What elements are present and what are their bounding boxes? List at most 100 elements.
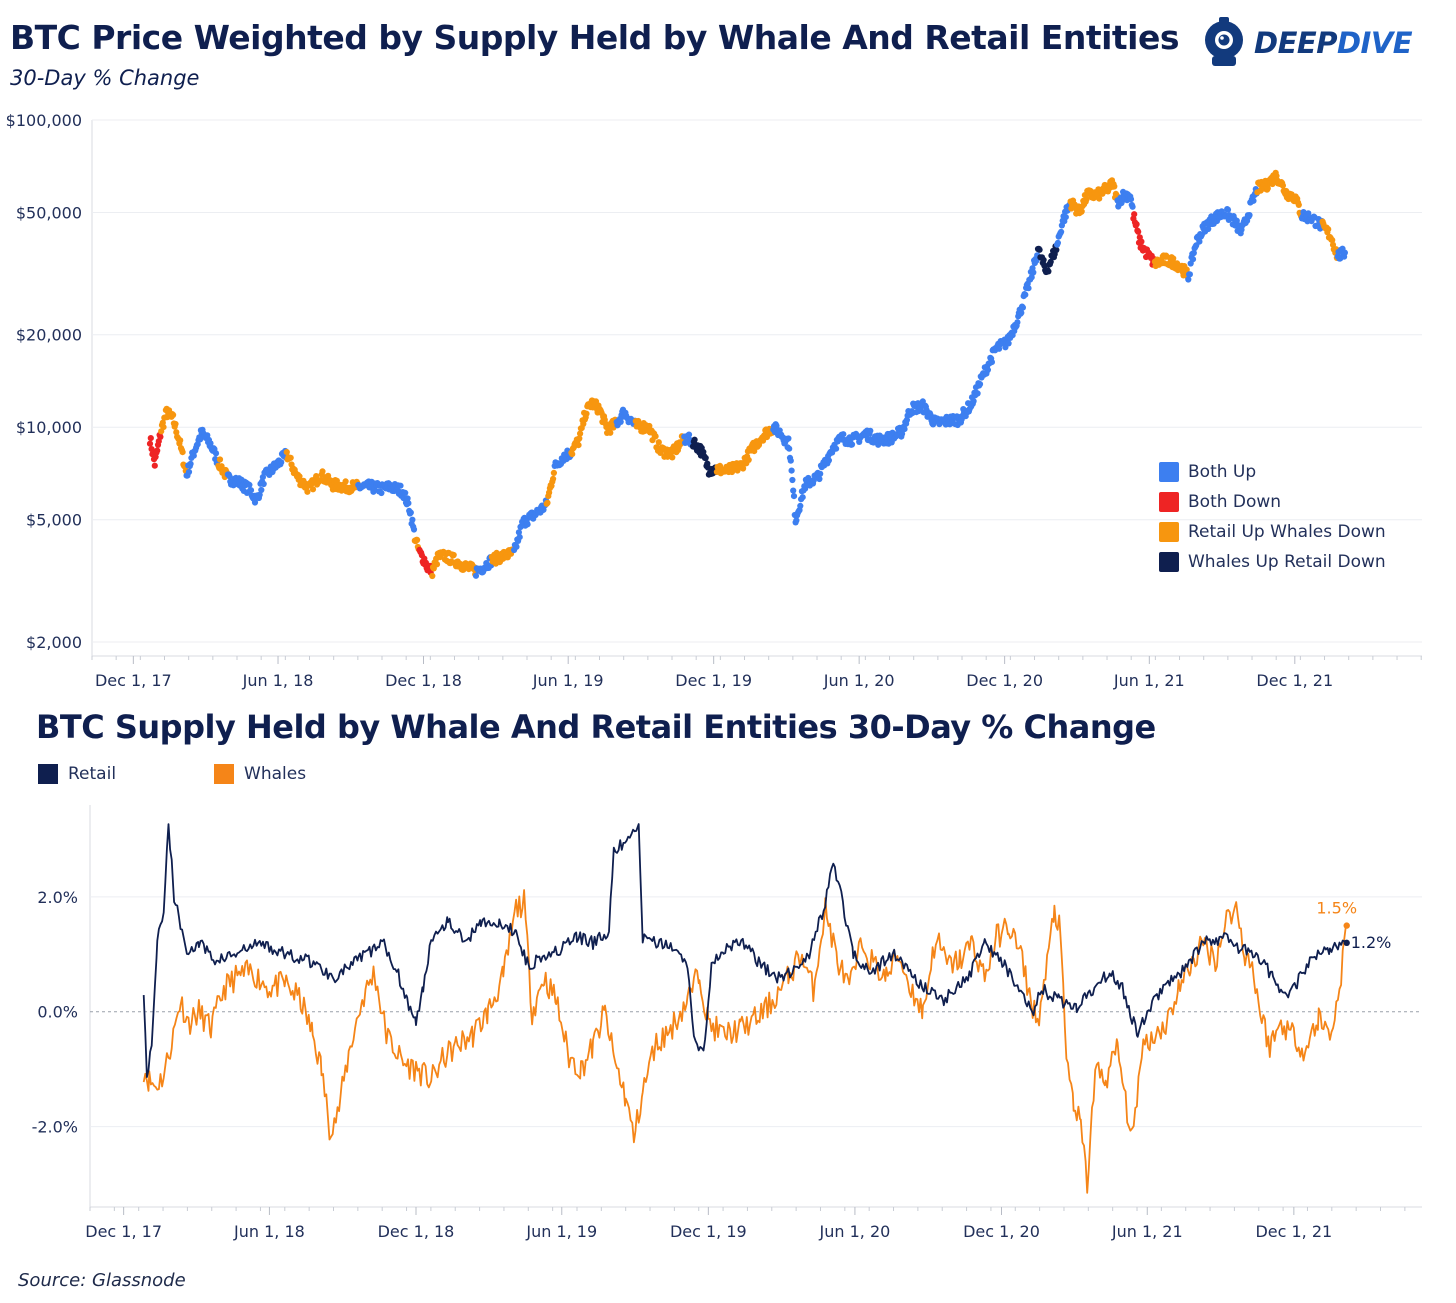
price-point	[1135, 228, 1142, 235]
price-point	[170, 411, 177, 419]
price-point	[154, 447, 161, 454]
price-point	[319, 468, 326, 475]
chart2-title: BTC Supply Held by Whale And Retail Enti…	[36, 708, 1156, 746]
price-point	[212, 450, 220, 457]
price-point	[177, 437, 184, 444]
price-point	[655, 439, 662, 446]
price-point	[472, 572, 480, 579]
price-point	[1036, 246, 1043, 253]
price-point	[1083, 196, 1090, 203]
y-tick-label: $10,000	[16, 418, 82, 437]
price-point	[617, 418, 624, 425]
legend-label: Retail Up Whales Down	[1188, 522, 1386, 542]
y-tick-label: 0.0%	[37, 1003, 78, 1022]
whales-line-end-point	[1343, 922, 1350, 929]
price-point	[577, 430, 584, 437]
price-point	[409, 516, 416, 523]
whales-end-label: 1.5%	[1316, 899, 1357, 918]
price-point	[296, 473, 303, 480]
price-point	[1054, 239, 1061, 246]
price-point	[1127, 196, 1135, 203]
price-point	[848, 441, 856, 448]
price-point	[1185, 276, 1192, 283]
legend-item-whales-up-retail-down: Whales Up Retail Down	[1159, 547, 1386, 577]
price-point	[787, 457, 794, 464]
retail-line-end-point	[1343, 939, 1350, 947]
price-point	[833, 445, 840, 452]
retail-line	[142, 823, 1348, 1078]
x-tick-label: Jun 1, 20	[823, 671, 895, 690]
price-point	[256, 491, 263, 498]
x-tick-label: Dec 1, 18	[385, 671, 462, 690]
y-tick-label: $2,000	[26, 633, 82, 652]
price-scatter-chart: $2,000 $5,000 $10,000 $20,000 $50,000 $100,00…	[6, 111, 1422, 690]
price-point	[247, 487, 255, 494]
price-point	[516, 534, 523, 541]
price-point	[790, 493, 798, 500]
price-point	[607, 429, 614, 436]
price-point	[407, 509, 414, 516]
price-point	[450, 551, 457, 559]
supply-change-line-chart: 2.0% 0.0% -2.0% Dec 1, 17 Jun 1, 18 Dec 1, 18…	[32, 805, 1422, 1241]
x-tick-label: Dec 1, 17	[95, 671, 172, 690]
legend-swatch-whales	[214, 764, 235, 784]
price-point	[1224, 206, 1232, 213]
price-point	[789, 476, 796, 484]
price-point	[691, 436, 698, 443]
supply-legend: Retail Whales	[38, 764, 404, 784]
legend-swatch-whales-up-retail-down	[1159, 552, 1179, 572]
price-point	[1133, 221, 1140, 228]
price-point	[1190, 249, 1197, 257]
price-point	[1022, 291, 1029, 298]
price-point	[976, 381, 984, 388]
price-point	[313, 473, 320, 480]
legend-label: Both Down	[1188, 492, 1282, 512]
price-point	[1250, 197, 1257, 204]
price-point	[433, 561, 441, 568]
price-point	[1005, 340, 1012, 347]
price-point	[1058, 228, 1065, 235]
whales-line	[142, 889, 1347, 1194]
price-point	[397, 482, 404, 489]
price-point	[187, 460, 194, 467]
price-point	[429, 572, 436, 580]
price-point	[1030, 269, 1037, 276]
diver-helmet-icon	[1205, 17, 1243, 66]
x-tick-label: Jun 1, 18	[242, 671, 314, 690]
legend-swatch-both-up	[1159, 462, 1179, 482]
price-point	[988, 359, 996, 366]
price-point	[702, 454, 709, 462]
price-point	[185, 468, 193, 476]
price-point	[1045, 268, 1052, 275]
price-point	[785, 435, 792, 442]
price-point	[569, 451, 576, 458]
legend-item-whales: Whales	[214, 764, 306, 784]
price-point	[1014, 319, 1021, 326]
x-tick-label: Dec 1, 20	[966, 671, 1043, 690]
price-point	[867, 427, 874, 434]
legend-label: Retail	[68, 764, 117, 784]
price-point	[197, 436, 204, 443]
legend-item-retail-up-whales-down: Retail Up Whales Down	[1159, 517, 1386, 547]
x-tick-label: Jun 1, 19	[525, 1222, 597, 1241]
price-point	[404, 495, 411, 502]
price-point	[901, 426, 908, 433]
price-point	[1047, 258, 1054, 265]
x-tick-label: Dec 1, 17	[85, 1222, 162, 1241]
x-tick-label: Dec 1, 19	[670, 1222, 747, 1241]
price-point	[287, 454, 294, 461]
price-point	[1305, 210, 1312, 217]
price-point	[216, 456, 224, 463]
price-point	[1341, 249, 1348, 256]
x-tick-label: Jun 1, 21	[1111, 1222, 1183, 1241]
price-point	[147, 435, 154, 442]
price-point	[1129, 203, 1136, 210]
price-point	[652, 433, 659, 440]
retail-end-label: 1.2%	[1351, 933, 1392, 952]
price-point	[190, 452, 197, 459]
price-point	[160, 424, 167, 431]
chart1-subtitle: 30-Day % Change	[10, 66, 200, 90]
source-note: Source: Glassnode	[18, 1270, 186, 1291]
price-point	[970, 398, 977, 405]
price-point	[483, 560, 490, 567]
